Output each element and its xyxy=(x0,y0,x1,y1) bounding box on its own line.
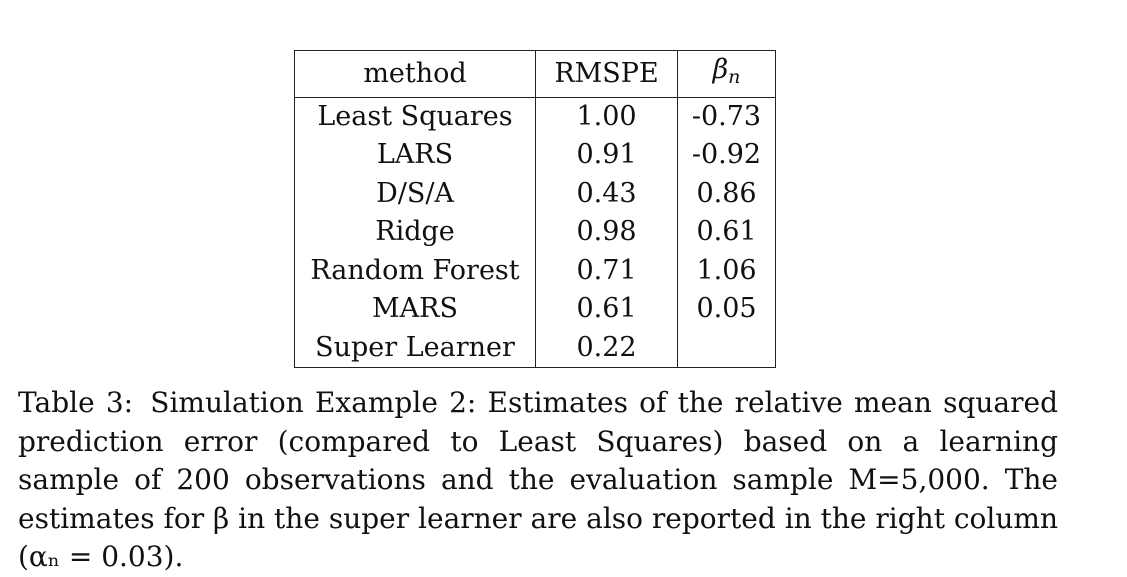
cell-rmspe: 0.61 xyxy=(535,290,678,329)
table-header-row: method RMSPE βn xyxy=(294,50,776,98)
cell-method: Random Forest xyxy=(294,251,536,290)
table-row: Least Squares 1.00 -0.73 xyxy=(294,97,776,136)
cell-beta: 0.61 xyxy=(677,213,776,252)
cell-beta: -0.92 xyxy=(677,136,776,175)
table-row: D/S/A 0.43 0.86 xyxy=(294,174,776,213)
results-table: method RMSPE βn Least Squares 1.00 -0.73… xyxy=(294,50,776,368)
cell-method: Least Squares xyxy=(294,97,536,136)
cell-rmspe: 0.22 xyxy=(535,328,678,368)
cell-beta xyxy=(677,328,776,368)
table-row: MARS 0.61 0.05 xyxy=(294,290,776,329)
header-rmspe: RMSPE xyxy=(535,50,678,98)
cell-beta: 0.86 xyxy=(677,174,776,213)
cell-method: LARS xyxy=(294,136,536,175)
table-row: Ridge 0.98 0.61 xyxy=(294,213,776,252)
table-row: Super Learner 0.22 xyxy=(294,328,776,368)
cell-method: D/S/A xyxy=(294,174,536,213)
cell-method: Super Learner xyxy=(294,328,536,368)
cell-method: MARS xyxy=(294,290,536,329)
beta-symbol: β xyxy=(712,54,729,85)
caption-label: Table 3: xyxy=(18,386,134,419)
cell-rmspe: 0.91 xyxy=(535,136,678,175)
header-method: method xyxy=(294,50,536,98)
cell-beta: -0.73 xyxy=(677,97,776,136)
cell-beta: 1.06 xyxy=(677,251,776,290)
table-row: Random Forest 0.71 1.06 xyxy=(294,251,776,290)
cell-rmspe: 0.98 xyxy=(535,213,678,252)
table-caption: Table 3: Simulation Example 2: Estimates… xyxy=(18,384,1058,577)
beta-subscript: n xyxy=(728,66,741,88)
table-row: LARS 0.91 -0.92 xyxy=(294,136,776,175)
header-beta: βn xyxy=(677,50,776,98)
cell-beta: 0.05 xyxy=(677,290,776,329)
cell-rmspe: 1.00 xyxy=(535,97,678,136)
caption-text: Simulation Example 2: Estimates of the r… xyxy=(18,386,1058,573)
cell-rmspe: 0.43 xyxy=(535,174,678,213)
cell-rmspe: 0.71 xyxy=(535,251,678,290)
results-table-container: method RMSPE βn Least Squares 1.00 -0.73… xyxy=(294,50,776,368)
cell-method: Ridge xyxy=(294,213,536,252)
